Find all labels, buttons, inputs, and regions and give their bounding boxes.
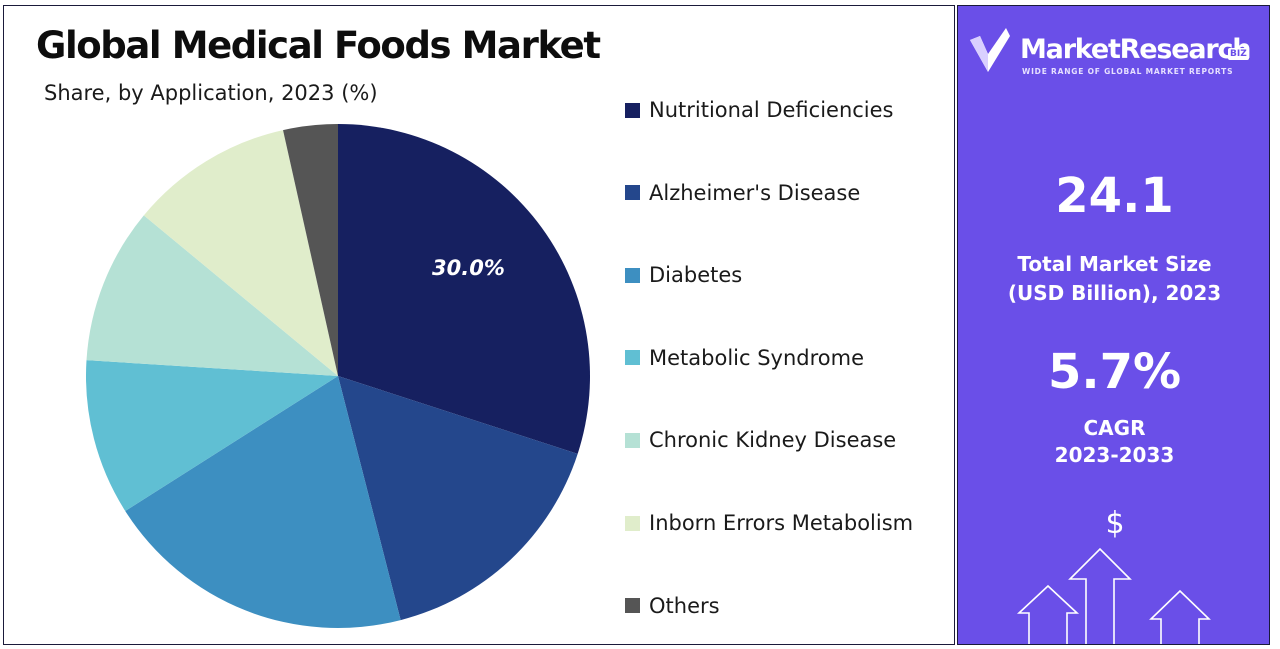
legend-item-inborn-errors-metabolism: Inborn Errors Metabolism: [625, 509, 955, 537]
legend-label: Chronic Kidney Disease: [649, 428, 897, 453]
cagr-value: 5.7%: [1047, 344, 1182, 400]
chart-subtitle: Share, by Application, 2023 (%): [44, 81, 378, 105]
pie-slice-metabolic-syndrome: [85, 360, 338, 512]
pie-data-label: 30.0%: [432, 256, 505, 280]
chart-panel: Global Medical Foods Market Share, by Ap…: [3, 5, 955, 645]
legend-swatch: [625, 515, 640, 531]
growth-arrows-icon: $: [1016, 506, 1211, 644]
cagr-label-line2: 2023-2033: [1054, 443, 1175, 467]
pie-slice-alzheimer-s-disease: [338, 376, 578, 621]
legend-label: Metabolic Syndrome: [649, 345, 865, 370]
chart-title: Global Medical Foods Market: [36, 24, 601, 67]
pie-slice-chronic-kidney-disease: [86, 215, 339, 376]
dollar-icon: $: [1105, 506, 1124, 541]
legend-swatch: [625, 598, 640, 614]
legend-label: Others: [649, 593, 720, 618]
cagr-label-line1: CAGR: [1083, 416, 1146, 440]
pie-slice-inborn-errors-metabolism: [143, 130, 338, 376]
legend-label: Inborn Errors Metabolism: [649, 511, 914, 535]
legend-item-metabolic-syndrome: Metabolic Syndrome: [625, 344, 955, 372]
pie-chart: 30.0%: [85, 124, 591, 628]
stats-panel: MarketResearch BIZ WIDE RANGE OF GLOBAL …: [957, 5, 1270, 645]
legend-item-alzheimer-s-disease: Alzheimer's Disease: [625, 179, 955, 207]
legend-swatch: [625, 102, 640, 118]
legend-swatch: [625, 350, 640, 366]
legend-label: Alzheimer's Disease: [649, 180, 861, 205]
brand-badge: BIZ: [1228, 48, 1249, 60]
legend-swatch: [625, 267, 640, 283]
brand-name: MarketResearch: [1020, 34, 1252, 65]
legend-swatch: [625, 185, 640, 201]
legend-item-diabetes: Diabetes: [625, 261, 955, 289]
legend-item-others: Others: [625, 592, 955, 620]
market-size-value: 24.1: [1055, 168, 1174, 224]
legend-label: Diabetes: [649, 263, 743, 288]
legend-item-nutritional-deficiencies: Nutritional Deficiencies: [625, 96, 955, 124]
market-size-label-line1: Total Market Size: [1017, 252, 1212, 276]
legend-label: Nutritional Deficiencies: [649, 98, 894, 122]
check-shield-icon: [970, 28, 1010, 72]
pie-slice-diabetes: [125, 376, 401, 628]
legend-swatch: [625, 432, 640, 448]
legend-item-chronic-kidney-disease: Chronic Kidney Disease: [625, 426, 955, 454]
pie-slice-others: [283, 124, 338, 376]
brand-logo-block: MarketResearch BIZ WIDE RANGE OF GLOBAL …: [966, 26, 1266, 86]
pie-slice-nutritional-deficiencies: [338, 124, 591, 454]
brand-tagline: WIDE RANGE OF GLOBAL MARKET REPORTS: [1022, 67, 1234, 76]
market-size-label-line2: (USD Billion), 2023: [1007, 281, 1222, 305]
